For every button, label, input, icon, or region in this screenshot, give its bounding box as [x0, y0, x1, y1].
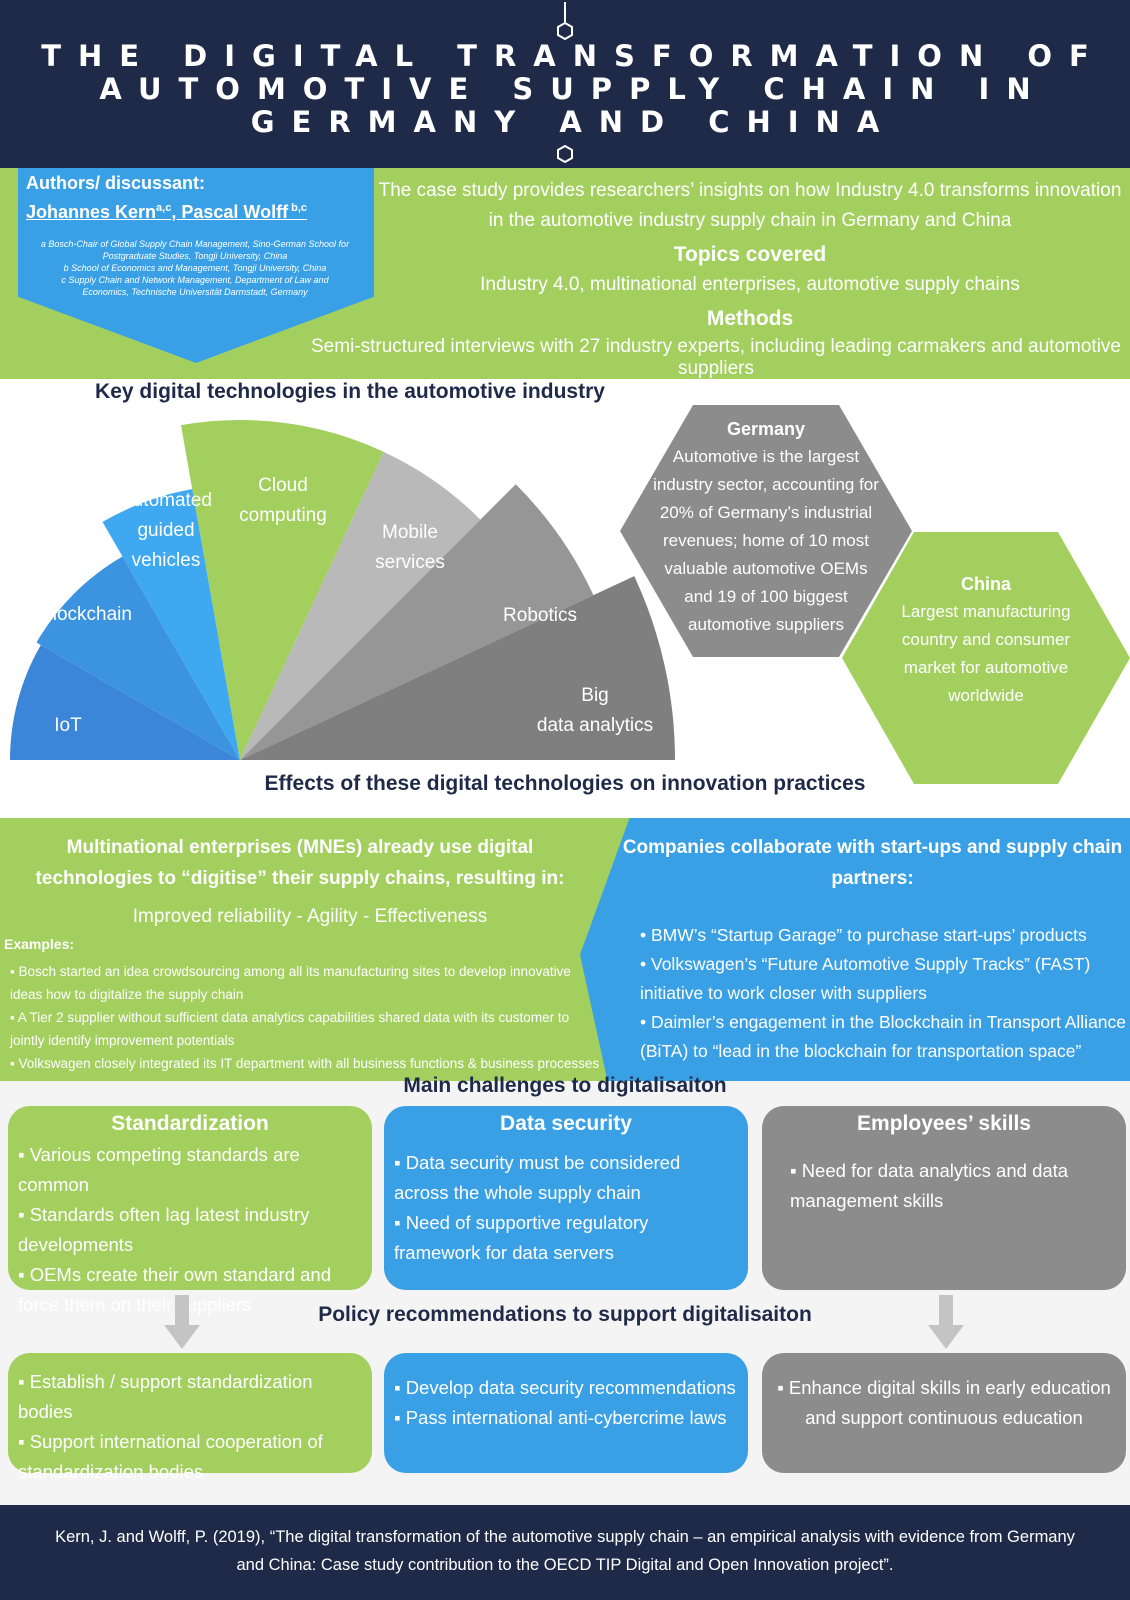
arrow-down-icon: [164, 1295, 200, 1349]
germany-title: Germany: [726, 419, 806, 439]
fan-label-mobile-services: Mobile services: [375, 522, 445, 573]
fan-segment-mobile-services: [240, 451, 481, 760]
affiliation-a: a Bosch-Chair of Global Supply Chain Man…: [40, 239, 350, 261]
fan-label-automated-guided-vehicles: Automated guided vehicles: [120, 490, 212, 571]
list-item: • BMW’s “Startup Garage” to purchase sta…: [640, 925, 1087, 945]
citation: Kern, J. and Wolff, P. (2019), “The digi…: [55, 1528, 1075, 1574]
fan-label-big-data-analytics: Big data analytics: [537, 685, 653, 736]
list-item: ▪ Standards often lag latest industry de…: [18, 1204, 310, 1255]
germany-description: Automotive is the largest industry secto…: [653, 447, 879, 634]
china-hexagon-text: China Largest manufacturing country and …: [885, 570, 1087, 710]
list-item: • Daimler’s engagement in the Blockchain…: [640, 1012, 1127, 1061]
list-item: ▪ Bosch started an idea crowdsourcing am…: [10, 964, 571, 1002]
list-item: ▪ Data security must be considered acros…: [394, 1152, 681, 1203]
affiliation-c: c Supply Chain and Network Management, D…: [61, 275, 329, 297]
hexagon-icon: [557, 145, 573, 163]
fan-segment-big-data-analytics: [240, 576, 675, 760]
methods-heading: Methods: [706, 307, 794, 330]
list-item: ▪ Support international cooperation of s…: [18, 1431, 323, 1482]
fan-segment-cloud-computing: [180, 420, 384, 760]
technologies-heading: Key digital technologies in the automoti…: [95, 380, 605, 403]
topics-heading: Topics covered: [673, 243, 827, 266]
fan-label-blockchain: Blockchain: [40, 604, 132, 625]
list-item: ▪ Volkswagen closely integrated its IT d…: [10, 1056, 600, 1071]
skills-card: Employees’ skills ▪ Need for data analyt…: [762, 1106, 1126, 1290]
list-item: ▪ Establish / support standardization bo…: [18, 1371, 313, 1422]
footer: Kern, J. and Wolff, P. (2019), “The digi…: [0, 1505, 1130, 1600]
effects-section: Multinational enterprises (MNEs) already…: [0, 818, 1130, 1081]
fan-segment-blockchain: [36, 556, 240, 760]
fan-segment-robotics: [240, 484, 594, 760]
intro-section: Authors/ discussant: Johannes Kerna,c, P…: [0, 168, 1130, 379]
examples-list: ▪ Bosch started an idea crowdsourcing am…: [6, 960, 606, 1075]
list-item: ▪ Develop data security recommendations: [394, 1377, 736, 1398]
topics-text: Industry 4.0, multinational enterprises,…: [480, 274, 1020, 295]
list-item: ▪ Need of supportive regulatory framewor…: [394, 1212, 649, 1263]
list-item: ▪ Enhance digital skills in early educat…: [777, 1377, 1111, 1428]
collaboration-list: • BMW’s “Startup Garage” to purchase sta…: [640, 921, 1128, 1066]
skills-title: Employees’ skills: [857, 1112, 1031, 1135]
collaboration-heading: Companies collaborate with start-ups and…: [622, 837, 1123, 889]
author-kern: Johannes Kern: [26, 202, 157, 222]
china-description: Largest manufacturing country and consum…: [901, 602, 1071, 705]
fan-label-iot: IoT: [54, 715, 82, 736]
intro-summary-block: The case study provides researchers’ ins…: [378, 176, 1122, 334]
policy-skills-card: ▪ Enhance digital skills in early educat…: [762, 1353, 1126, 1473]
fan-segment-automated-guided-vehicles: [102, 489, 240, 760]
collaboration-panel: [580, 818, 1130, 1081]
standardization-title: Standardization: [111, 1112, 269, 1135]
list-item: ▪ Pass international anti-cybercrime law…: [394, 1407, 727, 1428]
list-item: ▪ OEMs create their own standard and for…: [18, 1264, 331, 1315]
author-names: Johannes Kerna,c, Pascal Wolff b,c: [26, 202, 308, 222]
technologies-fan-diagram: IoT Blockchain Automated guided vehicles Clou…: [10, 420, 675, 760]
china-title: China: [960, 574, 1011, 594]
fan-segment-iot: [10, 645, 240, 760]
list-item: ▪ Need for data analytics and data manag…: [790, 1160, 1069, 1211]
list-item: • Volkswagen’s “Future Automotive Supply…: [640, 954, 1091, 1003]
examples-label: Examples:: [4, 936, 75, 952]
header: THE DIGITAL TRANSFORMATION OF AUTOMOTIVE…: [0, 0, 1130, 168]
germany-hexagon-text: Germany Automotive is the largest indust…: [650, 415, 882, 639]
china-hexagon: [842, 532, 1130, 784]
data-security-card: Data security ▪ Data security must be co…: [384, 1106, 748, 1290]
affiliations: a Bosch-Chair of Global Supply Chain Man…: [40, 238, 350, 298]
list-item: ▪ Various competing standards are common: [18, 1144, 300, 1195]
challenges-section: Main challenges to digitalisaiton Standa…: [0, 1074, 1130, 1505]
authors-label: Authors/ discussant:: [26, 173, 206, 193]
fan-label-robotics: Robotics: [503, 605, 577, 626]
hexagon-connector-icon: [557, 2, 573, 40]
challenges-heading: Main challenges to digitalisaiton: [403, 1074, 727, 1097]
fan-label-cloud-computing: Cloud computing: [239, 475, 327, 526]
germany-hexagon: [620, 405, 912, 657]
mne-heading: Multinational enterprises (MNEs) already…: [35, 837, 565, 889]
list-item: ▪ A Tier 2 supplier without sufficient d…: [10, 1010, 570, 1048]
mne-results: Improved reliability - Agility - Effecti…: [132, 906, 488, 927]
affiliation-b: b School of Economics and Management, To…: [63, 263, 327, 273]
effects-heading: Effects of these digital technologies on…: [264, 772, 866, 795]
standardization-card: Standardization ▪ Various competing stan…: [8, 1106, 372, 1315]
policy-data-security-card: ▪ Develop data security recommendations …: [384, 1353, 748, 1473]
policy-heading: Policy recommendations to support digita…: [318, 1303, 812, 1326]
author-wolff: Pascal Wolff: [181, 202, 289, 222]
data-security-title: Data security: [500, 1112, 632, 1135]
case-study-summary: The case study provides researchers’ ins…: [378, 180, 1122, 231]
mne-panel: [0, 818, 630, 1081]
policy-standardization-card: ▪ Establish / support standardization bo…: [8, 1353, 372, 1482]
arrow-down-icon: [928, 1295, 964, 1349]
methods-text: Semi-structured interviews with 27 indus…: [311, 336, 1121, 379]
page-title: THE DIGITAL TRANSFORMATION OF AUTOMOTIVE…: [41, 39, 1106, 139]
